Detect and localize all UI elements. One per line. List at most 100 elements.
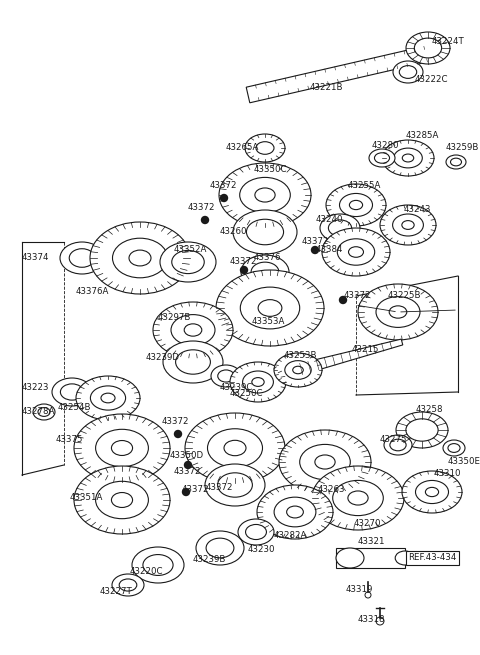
Ellipse shape [326, 184, 386, 226]
Ellipse shape [395, 551, 415, 565]
Text: 43372: 43372 [344, 291, 372, 301]
Ellipse shape [443, 440, 465, 456]
Text: 43260: 43260 [220, 227, 248, 236]
Text: 43372: 43372 [188, 204, 216, 212]
Text: 43285A: 43285A [406, 132, 439, 141]
Text: 43310: 43310 [434, 468, 461, 477]
Text: 43278A: 43278A [22, 407, 55, 417]
Ellipse shape [396, 412, 448, 448]
Ellipse shape [245, 134, 285, 162]
Text: 43258: 43258 [416, 405, 444, 415]
Ellipse shape [33, 404, 55, 420]
Text: 43321: 43321 [358, 538, 385, 546]
Ellipse shape [322, 228, 390, 276]
Ellipse shape [358, 284, 438, 340]
Ellipse shape [90, 222, 190, 294]
Ellipse shape [219, 163, 311, 227]
Ellipse shape [74, 466, 170, 534]
Text: 43243: 43243 [404, 206, 432, 214]
Text: 43282A: 43282A [274, 531, 307, 540]
Text: 43255A: 43255A [348, 181, 382, 191]
Text: 43297B: 43297B [158, 314, 192, 322]
Circle shape [182, 489, 190, 495]
Text: 43350C: 43350C [254, 166, 288, 174]
Circle shape [339, 297, 347, 303]
Text: 43372: 43372 [162, 417, 190, 426]
Text: 43221B: 43221B [310, 83, 344, 92]
Text: 43372: 43372 [302, 238, 329, 246]
Text: 43225B: 43225B [388, 291, 421, 299]
Text: 43230: 43230 [248, 546, 276, 555]
Text: 43239B: 43239B [193, 555, 227, 565]
Ellipse shape [216, 270, 324, 346]
Ellipse shape [163, 341, 223, 383]
Text: 43239D: 43239D [146, 354, 180, 362]
Ellipse shape [446, 155, 466, 169]
Ellipse shape [393, 61, 423, 83]
Ellipse shape [60, 242, 104, 274]
Ellipse shape [406, 32, 450, 64]
Text: 43350E: 43350E [448, 457, 480, 466]
Text: 43263: 43263 [318, 485, 346, 495]
Ellipse shape [160, 242, 216, 282]
Polygon shape [336, 548, 405, 568]
Text: 43265A: 43265A [226, 143, 259, 153]
Text: 43384: 43384 [316, 246, 344, 255]
Text: 43375: 43375 [56, 436, 84, 445]
Polygon shape [246, 44, 437, 103]
Ellipse shape [196, 531, 244, 565]
Ellipse shape [238, 519, 274, 545]
Text: 43220C: 43220C [130, 567, 164, 576]
Text: 43275: 43275 [380, 436, 408, 445]
Circle shape [240, 267, 248, 274]
Circle shape [202, 217, 208, 223]
Ellipse shape [112, 574, 144, 596]
Text: 43372: 43372 [210, 181, 238, 189]
Ellipse shape [241, 255, 289, 289]
Ellipse shape [380, 205, 436, 245]
Ellipse shape [205, 464, 265, 506]
Ellipse shape [320, 214, 360, 242]
Circle shape [184, 462, 192, 468]
Text: 43372: 43372 [230, 257, 257, 267]
Text: 43270: 43270 [354, 519, 382, 529]
Text: 43376A: 43376A [76, 288, 109, 297]
Text: 43351A: 43351A [70, 493, 103, 502]
Text: 43223: 43223 [22, 383, 49, 392]
Text: 43319: 43319 [346, 586, 373, 595]
Ellipse shape [132, 547, 184, 583]
Ellipse shape [369, 149, 395, 167]
Ellipse shape [336, 548, 364, 568]
Text: 43254B: 43254B [58, 403, 92, 413]
Ellipse shape [384, 435, 412, 455]
Text: 43372: 43372 [182, 485, 209, 495]
Text: 43250C: 43250C [230, 390, 264, 398]
Ellipse shape [185, 413, 285, 483]
Text: 43350D: 43350D [170, 451, 204, 460]
Ellipse shape [312, 466, 404, 530]
Text: 43227T: 43227T [100, 588, 133, 597]
Text: 43224T: 43224T [432, 37, 465, 47]
Ellipse shape [74, 414, 170, 482]
Ellipse shape [279, 430, 371, 494]
Ellipse shape [382, 140, 434, 176]
Text: 43222C: 43222C [415, 75, 448, 84]
Text: 43318: 43318 [358, 616, 385, 624]
Ellipse shape [257, 485, 333, 539]
Ellipse shape [402, 471, 462, 513]
Ellipse shape [76, 376, 140, 420]
Text: 43376: 43376 [254, 253, 281, 263]
Circle shape [312, 246, 319, 253]
Text: 43372: 43372 [206, 483, 233, 493]
Text: 43372: 43372 [174, 468, 202, 476]
Text: 43280: 43280 [372, 141, 399, 149]
Ellipse shape [230, 362, 286, 402]
Ellipse shape [233, 210, 297, 254]
Text: 43239C: 43239C [220, 383, 253, 392]
Text: 43352A: 43352A [174, 246, 207, 255]
Text: 43374: 43374 [22, 253, 49, 263]
Text: REF.43-434: REF.43-434 [408, 553, 456, 563]
Ellipse shape [211, 365, 241, 387]
Circle shape [175, 430, 181, 438]
Text: 43240: 43240 [316, 215, 344, 225]
